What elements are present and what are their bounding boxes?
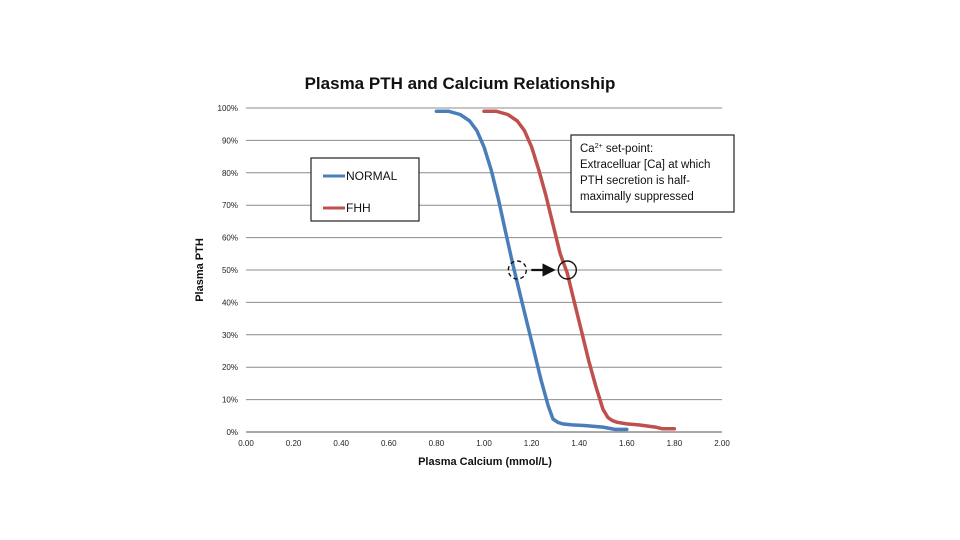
x-tick-label: 0.80 <box>429 439 445 448</box>
x-tick-label: 1.00 <box>476 439 492 448</box>
legend-label-normal: NORMAL <box>346 169 398 183</box>
annotation-box <box>570 134 735 213</box>
y-tick-label: 50% <box>222 266 238 275</box>
x-tick-labels: 0.00 0.20 0.40 0.60 0.80 1.00 1.20 1.40 1.60 1.80… <box>238 439 730 448</box>
y-tick-label: 90% <box>222 136 238 145</box>
y-tick-label: 70% <box>222 201 238 210</box>
y-axis-label: Plasma PTH <box>194 238 206 302</box>
y-tick-label: 60% <box>222 234 238 243</box>
legend-label-fhh: FHH <box>346 201 371 215</box>
x-tick-label: 1.20 <box>524 439 540 448</box>
y-tick-label: 100% <box>218 104 238 113</box>
legend-box <box>310 157 420 222</box>
setpoint-annotation: Ca2+ set-point: Extracelluar [Ca] at whi… <box>570 134 735 213</box>
x-tick-label: 0.60 <box>381 439 397 448</box>
x-tick-label: 1.60 <box>619 439 635 448</box>
series-line-normal <box>434 109 629 432</box>
series-line-fhh <box>482 109 677 431</box>
y-tick-label: 80% <box>222 169 238 178</box>
y-tick-label: 20% <box>222 363 238 372</box>
chart-title: Plasma PTH and Calcium Relationship <box>305 74 616 93</box>
x-tick-label: 2.00 <box>714 439 730 448</box>
setpoint-fhh-marker <box>557 260 577 280</box>
annotation-line-2: Extracelluar [Ca] at which <box>580 159 710 171</box>
setpoint-normal-marker <box>507 260 528 280</box>
annotation-line-1: Ca2+ set-point: <box>580 143 653 155</box>
x-axis-label: Plasma Calcium (mmol/L) <box>418 456 552 468</box>
y-tick-label: 40% <box>222 298 238 307</box>
y-tick-label: 0% <box>226 428 238 437</box>
annotation-line-4: maximally suppressed <box>580 191 694 203</box>
x-tick-label: 1.80 <box>667 439 683 448</box>
y-tick-labels: 0% 10% 20% 30% 40% 50% 60% 70% 80% 90% 100% <box>218 104 238 437</box>
x-tick-label: 1.40 <box>571 439 587 448</box>
legend: NORMAL FHH <box>310 157 420 222</box>
annotation-line-3: PTH secretion is half- <box>580 175 690 187</box>
y-tick-label: 10% <box>222 396 238 405</box>
x-tick-label: 0.00 <box>238 439 254 448</box>
y-tick-label: 30% <box>222 331 238 340</box>
x-tick-label: 0.40 <box>333 439 349 448</box>
x-tick-label: 0.20 <box>286 439 302 448</box>
series-layer <box>434 109 677 432</box>
